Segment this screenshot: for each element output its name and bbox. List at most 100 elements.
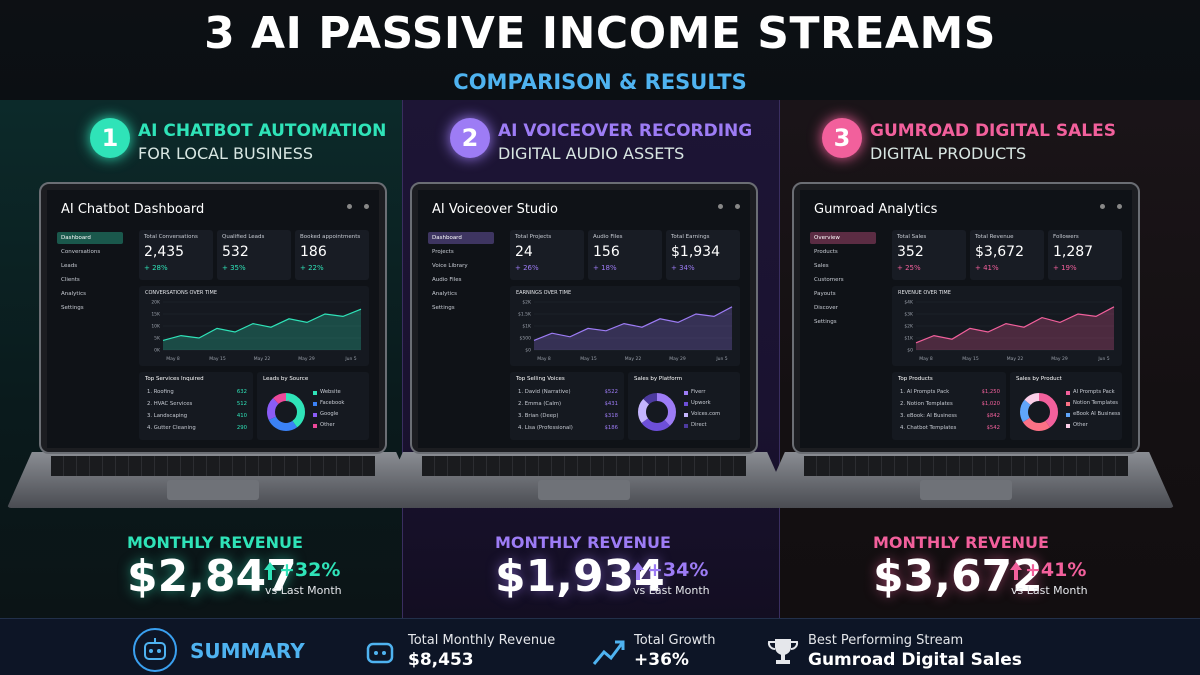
nav-item: Discover xyxy=(814,305,838,311)
y-tick-label: $0 xyxy=(525,348,531,354)
keyboard xyxy=(51,456,375,476)
nav-item: Customers xyxy=(814,277,844,283)
summary-value: Gumroad Digital Sales xyxy=(808,650,1022,670)
stat-label: Booked appointments xyxy=(300,234,361,240)
donut-segment xyxy=(638,393,676,431)
trend-card: CONVERSATIONS OVER TIME 20K 15K 10K 5K 0K May … xyxy=(139,286,369,366)
y-tick-label: 10K xyxy=(151,324,161,330)
y-tick-label: $4K xyxy=(904,300,914,306)
trend-area xyxy=(916,306,1114,350)
donut-segment xyxy=(267,393,305,431)
legend-swatch xyxy=(313,413,317,417)
summary-label: Total Monthly Revenue xyxy=(408,633,556,648)
summary-label: Total Growth xyxy=(634,633,716,648)
nav-item: Products xyxy=(814,249,838,255)
summary-title: SUMMARY xyxy=(190,639,305,663)
list-value: $1,250 xyxy=(981,389,1000,395)
list-value: 290 xyxy=(236,425,247,431)
stat-change: + 25% xyxy=(897,264,921,272)
window-icons xyxy=(718,204,740,212)
stat-card: Audio Files 156 + 18% xyxy=(588,230,662,280)
nav-item: Sales xyxy=(814,263,829,269)
donut-card: Sales by Platform Fiverr Upwork Voices.com D… xyxy=(628,372,740,440)
list-label: 4. Lisa (Professional) xyxy=(518,425,573,431)
title: 3 AI PASSIVE INCOME STREAMS xyxy=(204,8,996,59)
window-icons xyxy=(347,204,369,212)
nav-item: Leads xyxy=(61,263,78,269)
list-value: $1,020 xyxy=(981,401,1000,407)
stat-change: + 18% xyxy=(593,264,617,272)
donut-card: Leads by Source Website Facebook Google Othe… xyxy=(257,372,369,440)
list-label: 4. Gutter Cleaning xyxy=(147,425,196,431)
nav-item: Analytics xyxy=(61,291,86,297)
legend-swatch xyxy=(684,402,688,406)
summary-label: Best Performing Stream xyxy=(808,633,964,648)
legend-swatch xyxy=(313,391,317,395)
y-tick-label: $1K xyxy=(522,324,532,330)
x-tick-label: May 29 xyxy=(298,356,315,362)
donut-segment xyxy=(267,393,305,431)
stat-change: + 34% xyxy=(671,264,695,272)
x-tick-label: May 29 xyxy=(669,356,686,362)
trackpad xyxy=(538,480,630,500)
stat-card: Followers 1,287 + 19% xyxy=(1048,230,1122,280)
legend-label: Upwork xyxy=(691,400,711,406)
y-tick-label: 15K xyxy=(151,312,161,318)
revenue-note: vs Last Month xyxy=(1011,584,1088,597)
robot-icon xyxy=(366,642,394,664)
trend-area xyxy=(163,309,361,350)
panel-title: AI CHATBOT AUTOMATION xyxy=(138,121,387,141)
stat-value: 2,435 xyxy=(144,244,185,260)
legend-swatch xyxy=(1066,413,1070,417)
stat-change: + 35% xyxy=(222,264,246,272)
summary-bar xyxy=(0,618,1200,675)
y-tick-label: $2K xyxy=(904,324,914,330)
nav-item: Clients xyxy=(61,277,80,283)
step-badge: 3 xyxy=(822,118,862,158)
x-tick-label: May 15 xyxy=(962,356,979,362)
summary-value: $8,453 xyxy=(408,650,474,670)
summary-value: +36% xyxy=(634,650,689,670)
stat-label: Qualified Leads xyxy=(222,234,265,240)
stat-change: + 19% xyxy=(1053,264,1077,272)
donut-title: Sales by Platform xyxy=(634,376,683,382)
donut-segment xyxy=(1020,393,1058,431)
x-tick-label: May 15 xyxy=(580,356,597,362)
revenue-label: MONTHLY REVENUE xyxy=(873,533,1049,552)
legend-label: Fiverr xyxy=(691,389,706,395)
x-tick-label: May 22 xyxy=(1007,356,1024,362)
stat-card: Qualified Leads 532 + 35% xyxy=(217,230,291,280)
list-label: 1. David (Narrative) xyxy=(518,389,571,395)
legend-label: Notion Templates xyxy=(1073,400,1119,406)
arrow-shape xyxy=(1010,562,1022,580)
step-badge: 1 xyxy=(90,118,130,158)
list-value: 410 xyxy=(236,413,247,419)
x-tick-label: Jun 5 xyxy=(344,356,356,362)
stat-value: 156 xyxy=(593,244,620,260)
x-tick-label: May 29 xyxy=(1051,356,1068,362)
list-value: 632 xyxy=(236,389,247,395)
nav-item: Voice Library xyxy=(432,263,468,269)
legend-swatch xyxy=(684,391,688,395)
arrow-shape xyxy=(632,562,644,580)
dashboard-title: AI Chatbot Dashboard xyxy=(61,202,205,217)
dashboard-title: Gumroad Analytics xyxy=(814,202,938,217)
nav-item: Dashboard xyxy=(57,232,123,244)
revenue-change: +32% xyxy=(279,559,341,581)
stat-value: $3,672 xyxy=(975,244,1024,260)
growth-icon xyxy=(592,640,625,665)
donut xyxy=(1020,393,1058,431)
panel-title: AI VOICEOVER RECORDING xyxy=(498,121,753,141)
trend-title: EARNINGS OVER TIME xyxy=(516,290,572,296)
x-tick-label: May 22 xyxy=(625,356,642,362)
donut xyxy=(638,393,676,431)
nav-item: Projects xyxy=(432,249,454,255)
stat-card: Booked appointments 186 + 22% xyxy=(295,230,369,280)
list-card: Top Services Inquired 1. Roofing 632 2. HVA… xyxy=(139,372,253,440)
legend-swatch xyxy=(1066,424,1070,428)
trophy-icon xyxy=(767,639,799,664)
trend-line xyxy=(915,306,1115,344)
list-value: $542 xyxy=(986,425,1000,431)
subtitle: COMPARISON & RESULTS xyxy=(453,70,747,94)
nav-item: Settings xyxy=(61,305,84,311)
